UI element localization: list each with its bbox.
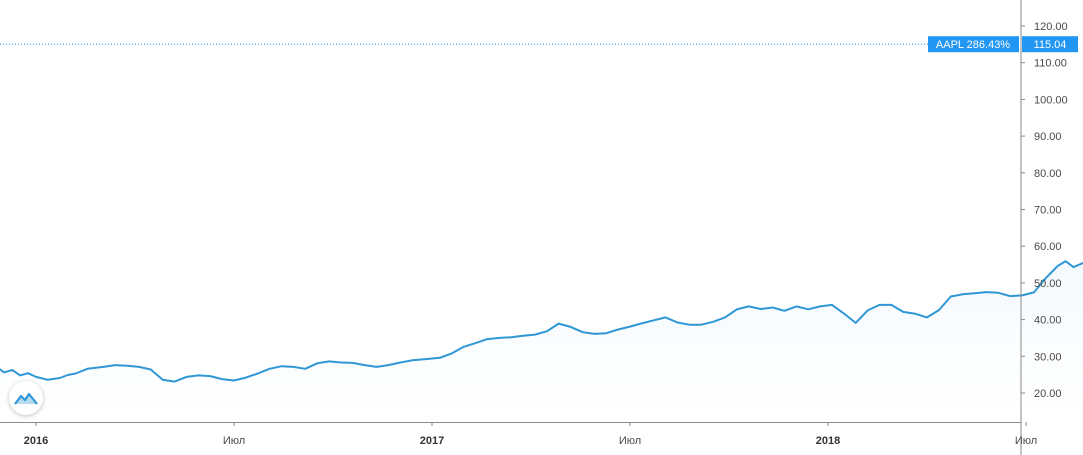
x-tick-label: 2018 <box>816 435 840 447</box>
plot-area <box>0 260 1083 422</box>
y-tick-label: 60.00 <box>1034 241 1062 253</box>
x-tick-label: Июл <box>1015 435 1037 447</box>
tradingview-logo-button[interactable] <box>9 381 43 415</box>
x-tick-label: Июл <box>619 435 641 447</box>
x-tick-label: 2017 <box>420 435 444 447</box>
y-tick-label: 120.00 <box>1034 21 1068 33</box>
series-line <box>0 260 1083 383</box>
y-tick-label: 100.00 <box>1034 94 1068 106</box>
y-tick-label: 50.00 <box>1034 278 1062 290</box>
series-tag-bg <box>928 36 1019 53</box>
y-tick-label: 40.00 <box>1034 315 1062 327</box>
x-tick-label: Июл <box>223 435 245 447</box>
price-tags: AAPL 286.43% 115.04 <box>0 36 1078 53</box>
y-tick-label: 90.00 <box>1034 131 1062 143</box>
series-area <box>0 261 1083 422</box>
x-tick-label: 2016 <box>24 435 48 447</box>
y-tick-label: 20.00 <box>1034 388 1062 400</box>
price-tag-label: 115.04 <box>1034 39 1067 51</box>
price-tag-bg <box>1022 36 1078 53</box>
y-tick-label: 70.00 <box>1034 205 1062 217</box>
y-tick-label: 30.00 <box>1034 351 1062 363</box>
series-tag-label: AAPL 286.43% <box>936 39 1010 51</box>
y-tick-label: 110.00 <box>1034 58 1067 70</box>
tradingview-chart-icon <box>14 392 38 405</box>
y-tick-label: 80.00 <box>1034 168 1062 180</box>
